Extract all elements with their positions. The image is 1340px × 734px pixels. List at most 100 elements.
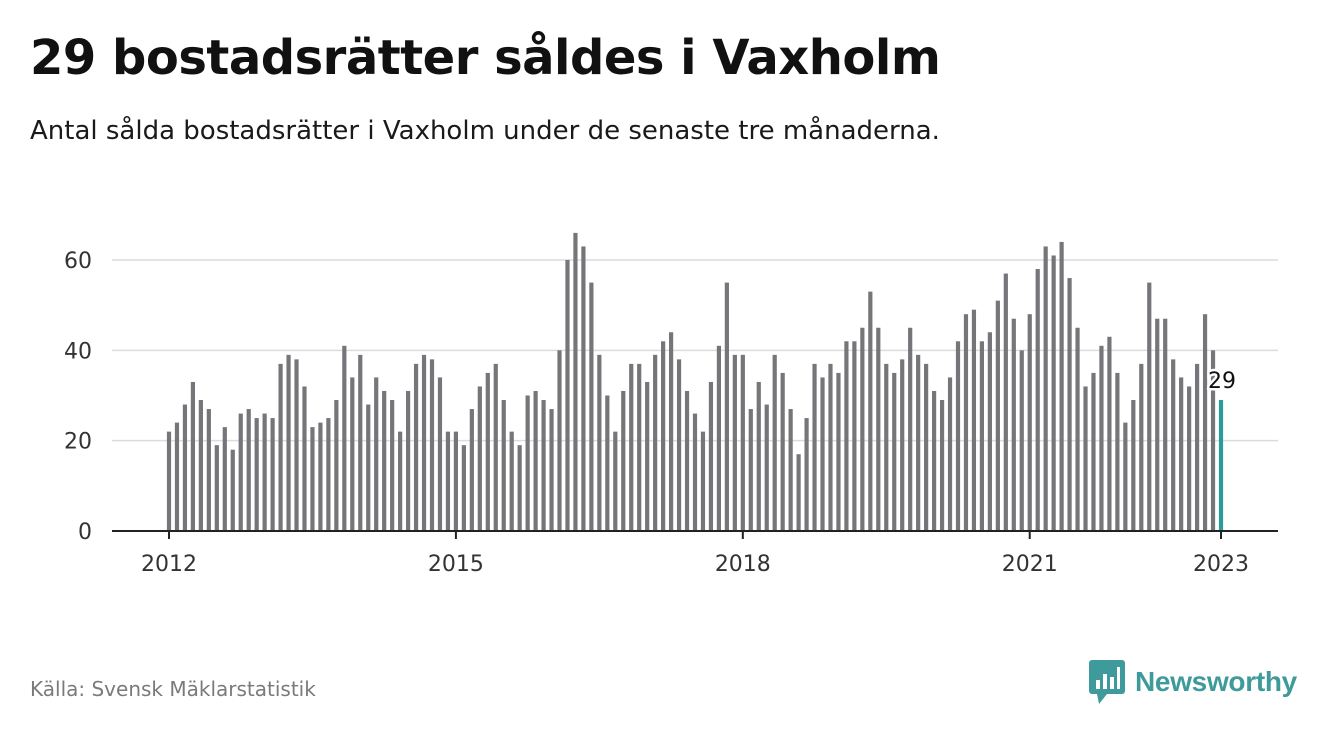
highlight-value-label: 29	[1208, 369, 1236, 394]
source-text: Källa: Svensk Mäklarstatistik	[30, 677, 316, 701]
bar	[987, 332, 992, 531]
bar	[844, 341, 849, 531]
bar	[676, 359, 682, 531]
bar	[214, 445, 219, 531]
bar	[1147, 282, 1152, 531]
y-tick-label: 40	[64, 339, 92, 364]
bar	[1035, 269, 1040, 531]
bar	[374, 377, 379, 531]
bar	[1179, 377, 1184, 531]
bar	[198, 400, 203, 531]
bar	[740, 354, 745, 531]
bar	[1187, 386, 1192, 531]
bar	[222, 427, 227, 531]
bar	[366, 404, 371, 531]
bar	[637, 363, 642, 531]
bar	[892, 372, 897, 531]
bar	[469, 409, 474, 531]
bar	[1139, 363, 1144, 531]
bar	[613, 431, 618, 531]
bar	[764, 404, 769, 531]
bar	[1099, 345, 1104, 531]
bar	[1075, 327, 1080, 531]
bar	[828, 363, 833, 531]
bar	[868, 291, 873, 531]
bar	[629, 363, 634, 531]
bar	[700, 431, 706, 531]
bar	[796, 454, 801, 531]
bar	[206, 409, 211, 531]
bar	[900, 359, 905, 531]
bar	[310, 427, 315, 531]
bar	[405, 390, 411, 531]
bar	[437, 377, 443, 531]
y-tick-label: 60	[64, 249, 92, 274]
bar	[230, 449, 235, 531]
brand-logo[interactable]: Newsworthy	[1089, 660, 1297, 704]
bar	[605, 395, 610, 531]
bar	[413, 363, 419, 531]
bar	[836, 372, 841, 531]
axes	[112, 530, 1278, 539]
bar-chart: 0 20 40 60 29 2012 2015 2018 2021 2023	[64, 232, 1278, 577]
bar	[565, 260, 570, 531]
bar	[294, 359, 299, 531]
bar	[621, 390, 626, 531]
bar	[939, 400, 945, 531]
bar	[525, 395, 530, 531]
bar	[756, 381, 761, 531]
bar	[860, 327, 865, 531]
bar	[1194, 363, 1200, 531]
bar	[1027, 314, 1032, 531]
bars	[166, 232, 1224, 532]
bar	[979, 341, 985, 531]
bar	[166, 431, 172, 531]
bar	[668, 332, 674, 531]
bar	[645, 381, 650, 531]
bar	[947, 377, 953, 531]
bar	[342, 345, 347, 531]
bar	[334, 400, 339, 531]
bar	[820, 377, 825, 531]
bar	[1115, 372, 1120, 531]
bar	[382, 390, 387, 531]
bar	[1210, 350, 1216, 531]
bar	[812, 363, 817, 531]
bar	[190, 381, 196, 531]
bar	[517, 445, 522, 531]
bar	[262, 413, 267, 531]
highlight-bar	[1218, 400, 1224, 531]
bar	[485, 372, 490, 531]
bar	[955, 341, 961, 531]
bar	[302, 386, 307, 531]
bar	[916, 354, 921, 531]
bar	[421, 354, 427, 531]
bar	[493, 363, 498, 531]
bar	[748, 409, 753, 531]
bar	[1003, 273, 1008, 531]
bar	[541, 400, 546, 531]
bar	[804, 418, 809, 531]
bar	[924, 363, 929, 531]
bar	[581, 246, 586, 531]
bar	[549, 409, 554, 531]
bar	[445, 431, 451, 531]
bar	[772, 354, 777, 531]
bar	[1083, 386, 1088, 531]
bar	[931, 390, 937, 531]
bar	[1011, 318, 1016, 531]
y-tick-label: 20	[64, 430, 92, 455]
x-tick-label: 2015	[428, 552, 484, 577]
bar	[716, 345, 722, 531]
bar	[653, 354, 658, 531]
x-tick-label: 2018	[715, 552, 771, 577]
bar	[286, 354, 291, 531]
bar	[1067, 278, 1072, 531]
bar	[884, 363, 889, 531]
bar	[398, 431, 403, 531]
bar	[1123, 422, 1128, 531]
bar	[238, 413, 243, 531]
bar	[246, 409, 251, 531]
bar-chart-speech-bubble-icon	[1089, 660, 1125, 704]
bar	[254, 418, 259, 531]
